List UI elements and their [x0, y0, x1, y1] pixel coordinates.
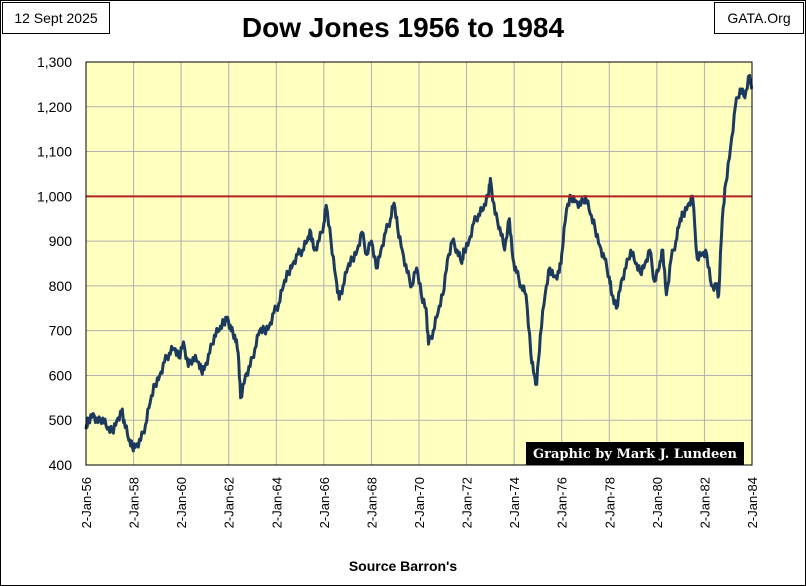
- x-axis-caption: Source Barron's: [348, 558, 458, 574]
- x-tick-label: 2-Jan-80: [650, 477, 665, 528]
- x-tick-label: 2-Jan-62: [222, 477, 237, 528]
- x-tick-label: 2-Jan-68: [364, 477, 379, 528]
- date-label: 12 Sept 2025: [2, 2, 110, 34]
- x-tick-label: 2-Jan-78: [602, 477, 617, 528]
- y-tick-label: 400: [49, 457, 73, 473]
- y-tick-label: 1,000: [37, 188, 72, 204]
- y-tick-label: 1,100: [37, 144, 72, 160]
- x-tick-label: 2-Jan-74: [507, 477, 522, 528]
- x-tick-label: 2-Jan-72: [460, 477, 475, 528]
- x-tick-label: 2-Jan-76: [555, 477, 570, 528]
- plot-border: [85, 61, 753, 466]
- x-tick-label: 2-Jan-70: [412, 477, 427, 528]
- x-tick-label: 2-Jan-56: [79, 477, 94, 528]
- x-tick-label: 2-Jan-82: [697, 477, 712, 528]
- series-line-dow-jones: [84, 73, 754, 453]
- x-axis-labels: 2-Jan-56 2-Jan-58 2-Jan-60 2-Jan-62 2-Jan-64…: [79, 477, 760, 528]
- y-tick-label: 600: [49, 367, 73, 383]
- x-tick-label: 2-Jan-60: [174, 477, 189, 528]
- y-tick-label: 700: [49, 323, 73, 339]
- credit-text: Graphic by Mark J. Lundeen: [533, 447, 738, 462]
- y-axis-labels: 400 500 600 700 800 900 1,000 1,100 1,200 1,300: [37, 54, 72, 473]
- y-tick-label: 1,300: [37, 54, 72, 70]
- x-tick-label: 2-Jan-84: [745, 477, 760, 528]
- x-tick-label: 2-Jan-64: [269, 477, 284, 528]
- y-tick-label: 500: [49, 412, 73, 428]
- source-site-label: GATA.Org: [714, 2, 804, 34]
- y-tick-label: 1,200: [37, 99, 72, 115]
- y-tick-label: 900: [49, 233, 73, 249]
- x-tick-label: 2-Jan-66: [317, 477, 332, 528]
- credit-box: [526, 442, 744, 465]
- chart-title: Dow Jones 1956 to 1984: [241, 12, 565, 43]
- x-tick-label: 2-Jan-58: [127, 477, 142, 528]
- y-tick-label: 800: [49, 278, 73, 294]
